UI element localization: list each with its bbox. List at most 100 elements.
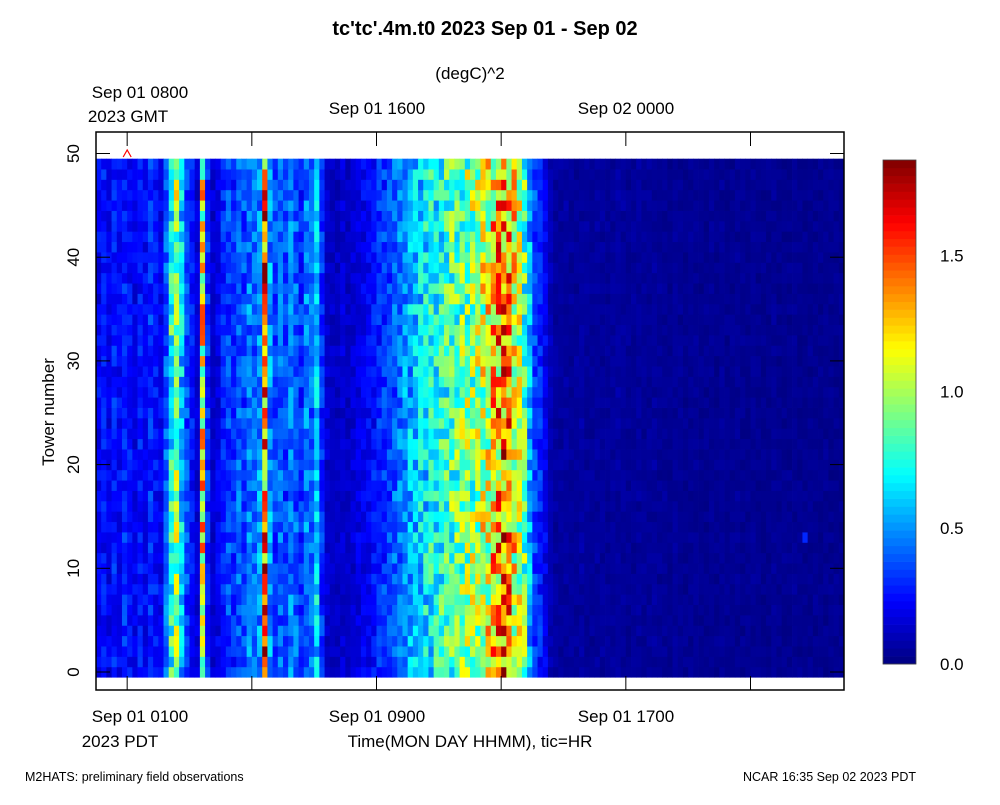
heatmap-cell bbox=[147, 158, 154, 170]
heatmap-cell bbox=[173, 521, 180, 533]
heatmap-cell bbox=[521, 552, 528, 564]
heatmap-cell bbox=[397, 231, 403, 243]
heatmap-cell bbox=[210, 179, 216, 191]
heatmap-cell bbox=[402, 449, 409, 460]
heatmap-cell bbox=[386, 252, 393, 263]
heatmap-cell bbox=[418, 293, 424, 305]
heatmap-cell bbox=[532, 438, 538, 450]
heatmap-cell bbox=[210, 189, 216, 201]
heatmap-cell bbox=[516, 376, 523, 388]
heatmap-cell bbox=[521, 293, 528, 305]
heatmap-cell bbox=[220, 614, 227, 626]
heatmap-cell bbox=[495, 646, 502, 657]
heatmap-cell bbox=[345, 334, 351, 346]
heatmap-cell bbox=[340, 252, 346, 263]
heatmap-cell bbox=[485, 334, 492, 346]
heatmap-cell bbox=[267, 490, 274, 502]
heatmap-cell bbox=[267, 552, 274, 564]
heatmap-cell bbox=[96, 366, 102, 377]
heatmap-cell bbox=[236, 303, 242, 315]
heatmap-cell bbox=[205, 366, 211, 377]
heatmap-cell bbox=[605, 283, 611, 294]
heatmap-cell bbox=[563, 210, 570, 222]
heatmap-cell bbox=[158, 656, 164, 668]
heatmap-cell bbox=[283, 500, 289, 512]
heatmap-cell bbox=[568, 656, 575, 668]
heatmap-cell bbox=[438, 532, 445, 543]
heatmap-cell bbox=[579, 355, 585, 367]
heatmap-cell bbox=[480, 272, 486, 284]
heatmap-cell bbox=[485, 500, 492, 512]
heatmap-cell bbox=[454, 386, 461, 398]
heatmap-cell bbox=[184, 625, 190, 637]
heatmap-cell bbox=[168, 366, 175, 377]
heatmap-cell bbox=[490, 376, 497, 388]
heatmap-cell bbox=[438, 459, 445, 471]
heatmap-cell bbox=[199, 334, 206, 346]
heatmap-cell bbox=[298, 303, 305, 315]
heatmap-cell bbox=[111, 532, 118, 543]
heatmap-cell bbox=[537, 563, 544, 574]
heatmap-cell bbox=[262, 573, 268, 585]
heatmap-cell bbox=[490, 293, 497, 305]
heatmap-cell bbox=[407, 345, 414, 357]
heatmap-cell bbox=[314, 500, 320, 512]
heatmap-cell bbox=[428, 241, 435, 253]
heatmap-cell bbox=[594, 345, 601, 357]
heatmap-cell bbox=[184, 324, 190, 336]
heatmap-cell bbox=[485, 324, 492, 336]
heatmap-cell bbox=[189, 241, 196, 253]
heatmap-cell bbox=[334, 355, 341, 367]
heatmap-cell bbox=[215, 500, 222, 512]
heatmap-cell bbox=[210, 500, 216, 512]
heatmap-cell bbox=[386, 521, 393, 533]
heatmap-cell bbox=[163, 563, 170, 574]
heatmap-cell bbox=[298, 283, 305, 294]
heatmap-cell bbox=[137, 189, 144, 201]
heatmap-cell bbox=[132, 459, 138, 471]
heatmap-cell bbox=[501, 573, 507, 585]
heatmap-cell bbox=[210, 231, 216, 243]
heatmap-cell bbox=[480, 594, 486, 605]
heatmap-cell bbox=[340, 200, 346, 211]
heatmap-cell bbox=[288, 334, 294, 346]
heatmap-cell bbox=[470, 428, 476, 440]
heatmap-cell bbox=[381, 563, 388, 574]
heatmap-cell bbox=[397, 283, 403, 294]
heatmap-cell bbox=[464, 646, 471, 657]
heatmap-cell bbox=[168, 511, 175, 523]
heatmap-cell bbox=[366, 500, 372, 512]
heatmap-cell bbox=[334, 407, 341, 419]
heatmap-cell bbox=[480, 376, 486, 388]
heatmap-cell bbox=[594, 625, 601, 637]
heatmap-cell bbox=[449, 459, 455, 471]
heatmap-cell bbox=[340, 532, 346, 543]
heatmap-cell bbox=[516, 563, 523, 574]
heatmap-cell bbox=[127, 428, 133, 440]
heatmap-cell bbox=[376, 417, 383, 429]
heatmap-cell bbox=[402, 604, 409, 616]
heatmap-cell bbox=[257, 552, 263, 564]
heatmap-cell bbox=[438, 469, 445, 481]
heatmap-cell bbox=[153, 604, 159, 616]
heatmap-cell bbox=[127, 324, 133, 336]
heatmap-cell bbox=[397, 573, 403, 585]
heatmap-cell bbox=[257, 469, 263, 481]
heatmap-cell bbox=[553, 158, 559, 170]
heatmap-cell bbox=[173, 220, 180, 232]
heatmap-cell bbox=[599, 469, 606, 481]
heatmap-cell bbox=[547, 583, 554, 595]
heatmap-cell bbox=[173, 293, 180, 305]
heatmap-cell bbox=[501, 231, 507, 243]
heatmap-cell bbox=[397, 179, 403, 191]
heatmap-cell bbox=[225, 511, 232, 523]
heatmap-cell bbox=[96, 532, 102, 543]
heatmap-cell bbox=[241, 521, 248, 533]
heatmap-cell bbox=[106, 158, 112, 170]
heatmap-cell bbox=[236, 345, 242, 357]
heatmap-cell bbox=[449, 594, 455, 605]
heatmap-cell bbox=[137, 428, 144, 440]
heatmap-cell bbox=[257, 573, 263, 585]
heatmap-cell bbox=[314, 241, 320, 253]
heatmap-cell bbox=[225, 179, 232, 191]
